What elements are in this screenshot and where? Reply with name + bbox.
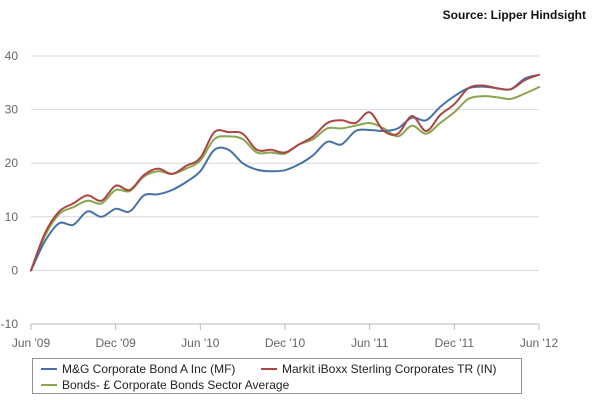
grid-lines — [31, 55, 539, 325]
x-axis: Jun '09 Dec '09 Jun '10 Dec '10 Jun '11 Dec '… — [12, 323, 559, 350]
y-tick-label: -10 — [1, 317, 19, 331]
series-lines — [30, 73, 540, 272]
x-tick-label: Jun '11 — [351, 336, 389, 350]
legend-swatch — [41, 384, 57, 386]
legend-swatch — [41, 368, 57, 370]
legend-label: M&G Corporate Bond A Inc (MF) — [62, 362, 236, 376]
x-tick-label: Jun '10 — [181, 336, 220, 350]
series-line-2 — [30, 73, 540, 272]
legend-swatch — [261, 368, 277, 370]
x-tick-label: Dec '10 — [265, 336, 306, 350]
y-tick-label: 10 — [5, 210, 19, 224]
x-tick-label: Dec '11 — [435, 336, 475, 350]
x-tick-label: Jun '12 — [520, 336, 559, 350]
legend-item-3[interactable]: Bonds- £ Corporate Bonds Sector Average — [41, 378, 289, 392]
x-tick-label: Jun '09 — [12, 336, 51, 350]
y-tick-label: 40 — [5, 49, 19, 63]
legend: M&G Corporate Bond A Inc (MF) Markit iBox… — [32, 358, 522, 394]
x-tick-label: Dec '09 — [96, 336, 137, 350]
legend-item-2[interactable]: Markit iBoxx Sterling Corporates TR (IN) — [261, 362, 497, 376]
y-tick-label: 20 — [5, 156, 19, 170]
source-note: Source: Lipper Hindsight — [442, 8, 586, 22]
y-axis: -10 0 10 20 30 40 — [1, 49, 19, 331]
series-line-3 — [30, 86, 540, 272]
y-tick-label: 0 — [11, 263, 18, 277]
legend-label: Bonds- £ Corporate Bonds Sector Average — [62, 378, 290, 392]
legend-item-1[interactable]: M&G Corporate Bond A Inc (MF) — [41, 362, 235, 376]
series-line-1 — [30, 73, 540, 272]
y-tick-label: 30 — [5, 103, 19, 117]
legend-label: Markit iBoxx Sterling Corporates TR (IN) — [282, 362, 497, 376]
